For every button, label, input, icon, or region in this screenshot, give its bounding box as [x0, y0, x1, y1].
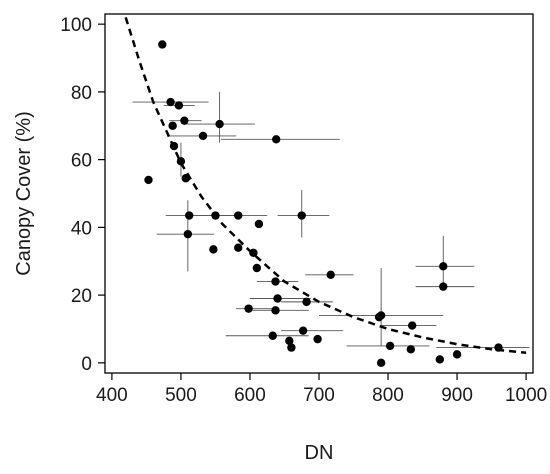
y-axis-ticks: 0 20 40 60 80 100 [60, 15, 105, 375]
data-point [234, 211, 243, 220]
data-point [385, 341, 395, 351]
data-point [298, 326, 308, 335]
data-point [166, 97, 175, 107]
x-tick-label: 400 [96, 385, 128, 406]
x-tick-label: 1000 [505, 385, 547, 406]
data-point [313, 334, 322, 344]
data-point [494, 343, 503, 352]
data-point [183, 229, 193, 239]
data-point [249, 248, 258, 257]
data-point [254, 219, 264, 229]
data-point [169, 141, 179, 151]
data-point [174, 101, 184, 110]
error-bars [132, 91, 530, 349]
data-points [144, 40, 503, 368]
data-point [272, 135, 281, 144]
data-point [144, 175, 153, 185]
data-point [271, 306, 280, 315]
x-tick-label: 600 [234, 385, 266, 406]
data-point [268, 331, 277, 340]
data-point [180, 116, 189, 125]
data-point [181, 174, 190, 183]
x-axis-ticks: 400 500 600 700 800 900 1000 [96, 373, 547, 406]
data-point [374, 312, 384, 322]
data-point [211, 211, 220, 220]
data-point [285, 336, 294, 346]
data-point [407, 321, 417, 330]
x-tick-label: 900 [441, 385, 473, 406]
plot-frame [104, 13, 534, 374]
data-point [273, 294, 282, 303]
fit-curve [124, 17, 527, 354]
data-point [215, 119, 224, 129]
data-point [185, 211, 194, 220]
data-point [297, 211, 306, 220]
data-point [287, 343, 296, 352]
data-point [198, 131, 208, 141]
x-axis-title: DN [305, 442, 334, 464]
data-point [209, 245, 218, 254]
data-point [252, 263, 262, 273]
data-point [326, 270, 335, 279]
data-point [168, 121, 177, 130]
y-axis-title: Canopy Cover (%) [13, 111, 35, 276]
data-point [435, 355, 445, 364]
data-point [244, 304, 253, 313]
y-tick-label: 20 [71, 286, 92, 307]
y-tick-label: 40 [71, 218, 92, 239]
data-point [439, 262, 448, 271]
y-tick-label: 60 [71, 151, 92, 172]
data-point [176, 157, 186, 166]
data-point [452, 350, 462, 359]
x-tick-label: 500 [165, 385, 197, 406]
data-point [439, 282, 448, 291]
data-point [302, 297, 311, 307]
data-point [406, 345, 416, 354]
data-point [234, 243, 243, 252]
x-tick-label: 800 [372, 385, 404, 406]
y-tick-label: 0 [81, 354, 92, 375]
y-tick-label: 80 [71, 83, 92, 104]
y-tick-label: 100 [60, 15, 92, 36]
fit-curve-layer [124, 17, 527, 354]
x-tick-label: 700 [303, 385, 335, 406]
data-point [158, 40, 167, 49]
data-point [376, 358, 386, 368]
data-point [271, 277, 280, 286]
